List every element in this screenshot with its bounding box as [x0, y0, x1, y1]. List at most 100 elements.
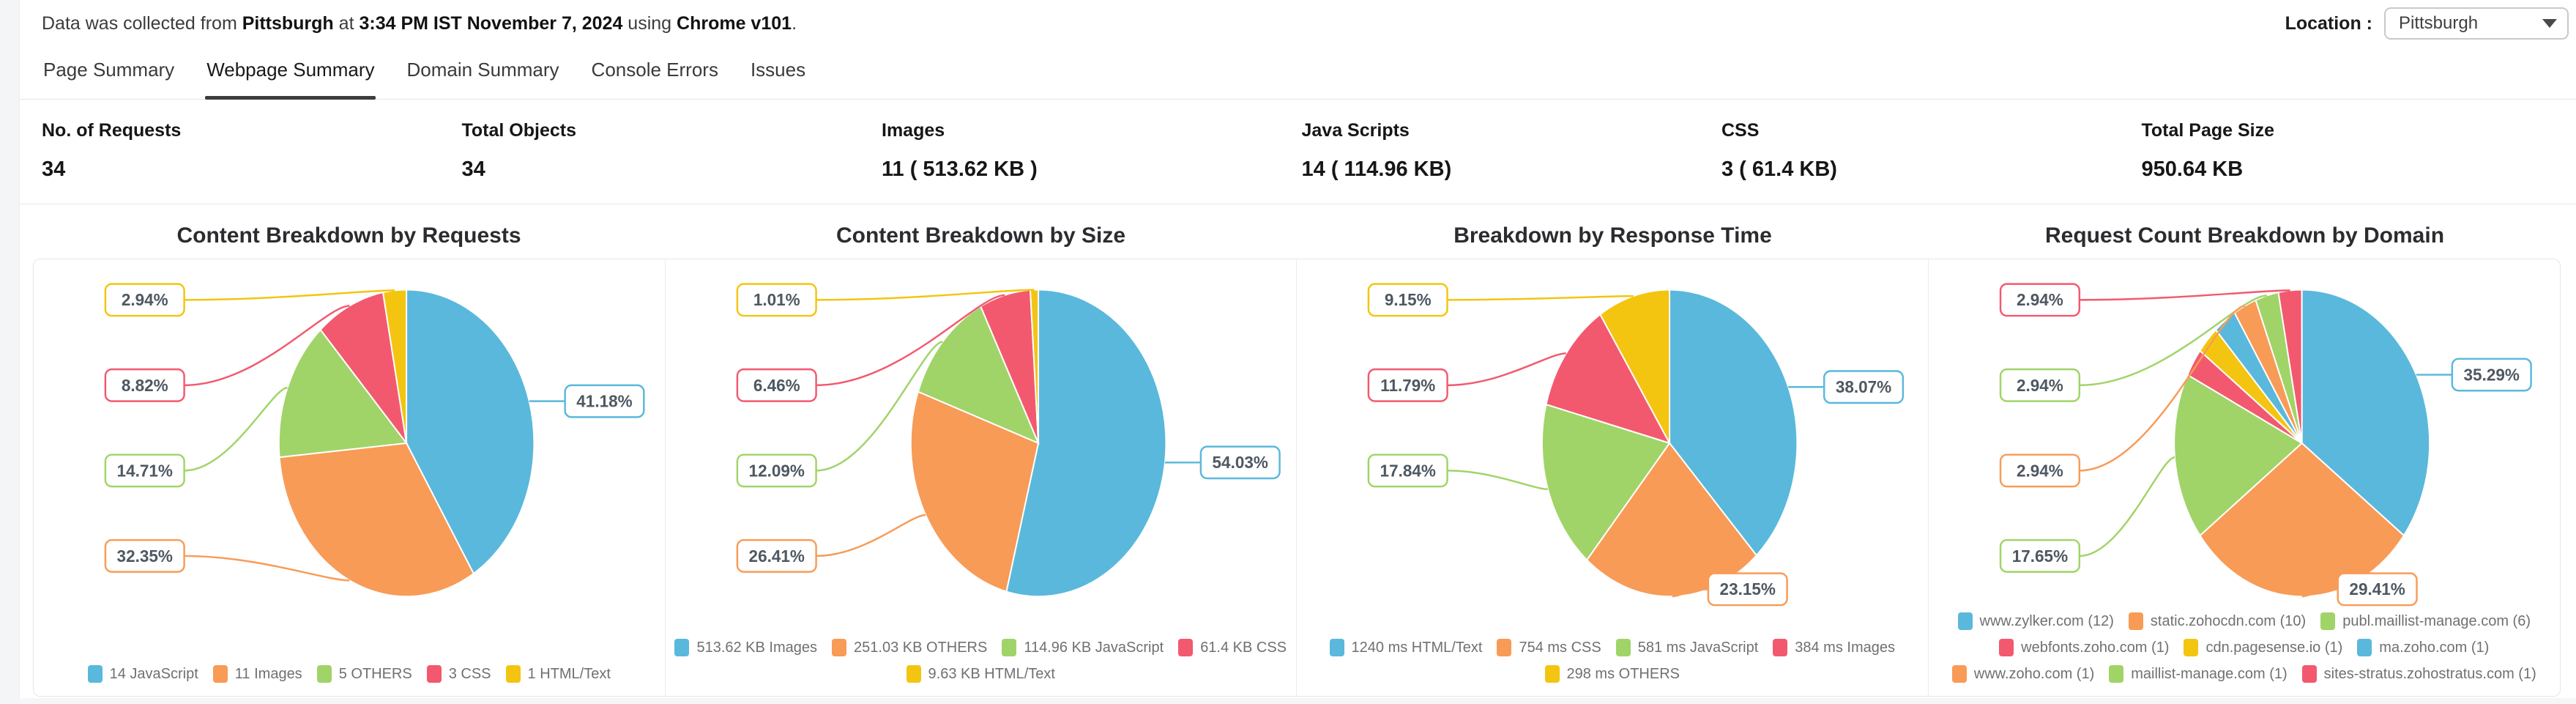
pie-slice[interactable]	[1545, 313, 1672, 445]
pie-label: 41.18%	[564, 384, 645, 418]
stat-no-of-requests: No. of Requests 34	[42, 120, 462, 182]
legend-label: 251.03 KB OTHERS	[854, 639, 988, 656]
legend-label: 9.63 KB HTML/Text	[928, 665, 1055, 682]
pie-slice[interactable]	[2198, 442, 2405, 598]
pie-slice[interactable]	[278, 442, 475, 598]
tab-domain-summary[interactable]: Domain Summary	[406, 59, 559, 81]
callout-line	[1447, 352, 1566, 387]
pie-label: 14.71%	[104, 453, 185, 488]
legend-item[interactable]: sites-stratus.zohostratus.com (1)	[2301, 665, 2536, 683]
legend-swatch	[505, 665, 521, 683]
legend-item[interactable]: 298 ms OTHERS	[1544, 665, 1680, 683]
pie-label: 8.82%	[104, 368, 185, 402]
legend-swatch	[426, 665, 442, 683]
pie-slice[interactable]	[909, 390, 1039, 593]
legend-label: static.zohocdn.com (10)	[2150, 612, 2307, 629]
svg-text:38.07%: 38.07%	[1836, 378, 1891, 396]
pie-label: 54.03%	[1199, 445, 1281, 480]
svg-text:17.84%: 17.84%	[1380, 462, 1436, 480]
legend-item[interactable]: maillist-manage.com (1)	[2109, 665, 2287, 683]
pie-label: 17.84%	[1367, 453, 1448, 488]
legend-label: cdn.pagesense.io (1)	[2205, 639, 2343, 656]
chart-content-breakdown-by-requests: 2.94% 8.82% 14.71% 32.35% 41.18% 14 JavaScri…	[34, 259, 666, 696]
legend-item[interactable]: 1 HTML/Text	[505, 665, 611, 683]
legend-item[interactable]: cdn.pagesense.io (1)	[2184, 639, 2342, 656]
legend-label: publ.maillist-manage.com (6)	[2342, 612, 2531, 629]
svg-text:12.09%: 12.09%	[748, 462, 804, 480]
pie-label: 1.01%	[736, 283, 817, 317]
svg-text:14.71%: 14.71%	[117, 462, 173, 480]
legend-label: 754 ms CSS	[1519, 639, 1601, 656]
tab-page-summary[interactable]: Page Summary	[43, 59, 175, 81]
collection-datetime: 3:34 PM IST November 7, 2024	[359, 12, 623, 34]
pie-slice[interactable]	[1599, 289, 1671, 444]
pie-slice[interactable]	[278, 328, 408, 459]
legend-label: 3 CSS	[448, 665, 491, 682]
pie-label: 11.79%	[1367, 368, 1448, 402]
pie-label: 35.29%	[2451, 357, 2532, 392]
location-dropdown[interactable]: Pittsburgh	[2384, 7, 2569, 40]
collection-browser: Chrome v101	[677, 12, 792, 34]
legend-swatch	[2128, 612, 2143, 630]
charts-card: 2.94% 8.82% 14.71% 32.35% 41.18% 14 JavaScri…	[33, 259, 2561, 697]
svg-text:11.79%: 11.79%	[1380, 377, 1435, 395]
legend-swatch	[2301, 665, 2317, 683]
chart-request-count-breakdown-by-domain: 2.94% 2.94% 2.94% 17.65% 35.29% 29.41% www.zy…	[1929, 259, 2561, 696]
legend-swatch	[2109, 665, 2124, 683]
stat-value: 3 ( 61.4 KB)	[1721, 158, 1837, 181]
stat-value: 950.64 KB	[2141, 158, 2244, 181]
legend-item[interactable]: 61.4 KB CSS	[1178, 639, 1287, 656]
legend-swatch	[87, 665, 103, 683]
legend-item[interactable]: 3 CSS	[426, 665, 491, 683]
stat-images: Images 11 ( 513.62 KB )	[882, 120, 1302, 182]
legend-item[interactable]: static.zohocdn.com (10)	[2128, 612, 2307, 630]
legend-item[interactable]: 114.96 KB JavaScript	[1002, 639, 1164, 656]
tab-console-errors[interactable]: Console Errors	[591, 59, 718, 81]
tabs-bar: Page Summary Webpage Summary Domain Summ…	[20, 42, 2576, 100]
legend-item[interactable]: www.zylker.com (12)	[1957, 612, 2114, 630]
legend-swatch	[1329, 639, 1344, 656]
legend-swatch	[1002, 639, 1017, 656]
legend-item[interactable]: ma.zoho.com (1)	[2357, 639, 2489, 656]
legend-item[interactable]: 754 ms CSS	[1497, 639, 1601, 656]
pie-slice[interactable]	[1541, 403, 1671, 561]
legend-item[interactable]: publ.maillist-manage.com (6)	[2320, 612, 2531, 630]
legend-item[interactable]: 1240 ms HTML/Text	[1329, 639, 1482, 656]
callout-line	[184, 386, 288, 472]
info-mid1: at	[333, 12, 360, 34]
pie-chart: 1.01% 6.46% 12.09% 26.41% 54.03%	[736, 283, 1281, 598]
chart-title-requests: Content Breakdown by Requests	[176, 223, 521, 248]
legend-swatch	[1544, 665, 1560, 683]
pie-label: 29.41%	[2336, 572, 2418, 607]
legend-label: 5 OTHERS	[338, 665, 412, 682]
tab-issues[interactable]: Issues	[750, 59, 806, 81]
stat-label: CSS	[1721, 120, 1760, 141]
legend-item[interactable]: 5 OTHERS	[316, 665, 412, 683]
svg-text:41.18%: 41.18%	[576, 392, 632, 410]
legend-label: sites-stratus.zohostratus.com (1)	[2323, 665, 2536, 682]
legend-swatch	[1773, 639, 1788, 656]
legend-item[interactable]: 513.62 KB Images	[674, 639, 817, 656]
legend-item[interactable]: 251.03 KB OTHERS	[832, 639, 987, 656]
legend-item[interactable]: 384 ms Images	[1773, 639, 1895, 656]
tab-webpage-summary[interactable]: Webpage Summary	[205, 51, 376, 100]
pie-label: 12.09%	[736, 453, 817, 488]
legend-swatch	[906, 665, 921, 683]
legend-swatch	[1951, 665, 1967, 683]
legend-item[interactable]: 14 JavaScript	[87, 665, 198, 683]
legend-item[interactable]: 9.63 KB HTML/Text	[906, 665, 1055, 683]
svg-text:6.46%: 6.46%	[753, 377, 800, 395]
legend-item[interactable]: webfonts.zoho.com (1)	[1999, 639, 2169, 656]
legend-item[interactable]: 11 Images	[212, 665, 302, 683]
chart-titles-row: Content Breakdown by Requests Content Br…	[33, 204, 2561, 259]
pie-slice[interactable]	[2301, 289, 2430, 537]
summary-stats-row: No. of Requests 34 Total Objects 34 Imag…	[20, 100, 2576, 204]
chart-title-domain: Request Count Breakdown by Domain	[2044, 223, 2445, 248]
info-mid2: using	[622, 12, 677, 34]
stat-label: Java Scripts	[1301, 120, 1410, 141]
legend-item[interactable]: www.zoho.com (1)	[1951, 665, 2094, 683]
callout-line	[1447, 294, 1634, 301]
info-suffix: .	[792, 12, 797, 34]
stat-value: 34	[42, 158, 66, 181]
legend-item[interactable]: 581 ms JavaScript	[1615, 639, 1758, 656]
